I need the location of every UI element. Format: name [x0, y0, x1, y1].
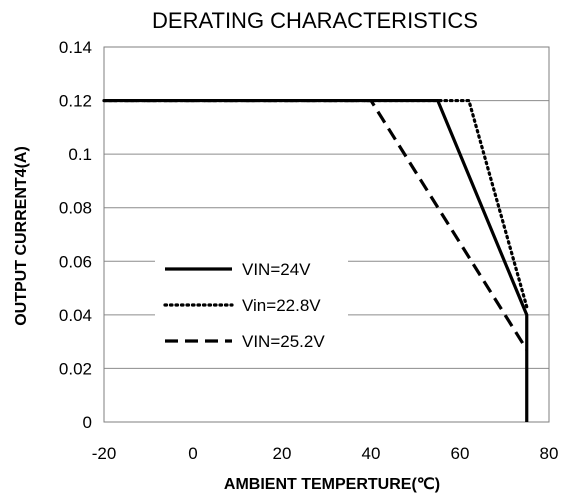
- x-tick-label: 40: [362, 444, 381, 463]
- plot-frame: [103, 46, 550, 423]
- x-axis-label: AMBIENT TEMPERTURE(℃): [224, 476, 440, 493]
- legend-label-2: Vin=22.8V: [242, 296, 321, 315]
- y-axis-label: OUTPUT CURRENT4(A): [13, 146, 30, 326]
- x-tick-labels: -20 0 20 40 60 80: [92, 444, 559, 463]
- y-tick-label: 0.02: [59, 359, 92, 378]
- x-tick-label: 20: [273, 444, 292, 463]
- y-tick-label: 0.08: [59, 199, 92, 218]
- y-tick-label: 0.12: [59, 92, 92, 111]
- legend-label-1: VIN=24V: [242, 260, 311, 279]
- x-tick-label: 60: [451, 444, 470, 463]
- x-tick-label: -20: [92, 444, 117, 463]
- y-tick-label: 0.04: [59, 306, 92, 325]
- x-tick-label: 0: [188, 444, 197, 463]
- grid: [104, 46, 549, 423]
- y-tick-label: 0: [83, 413, 92, 432]
- y-tick-labels: 0 0.02 0.04 0.06 0.08 0.1 0.12 0.14: [59, 38, 92, 432]
- legend-label-3: VIN=25.2V: [242, 332, 325, 351]
- series-line-3: [104, 98, 529, 351]
- series-layer: [102, 98, 529, 422]
- chart-title: DERATING CHARACTERISTICS: [152, 8, 478, 33]
- y-tick-label: 0.1: [68, 145, 92, 164]
- y-tick-label: 0.14: [59, 38, 92, 57]
- x-tick-label: 80: [540, 444, 559, 463]
- legend: VIN=24V Vin=22.8V VIN=25.2V: [155, 248, 348, 363]
- y-tick-label: 0.06: [59, 252, 92, 271]
